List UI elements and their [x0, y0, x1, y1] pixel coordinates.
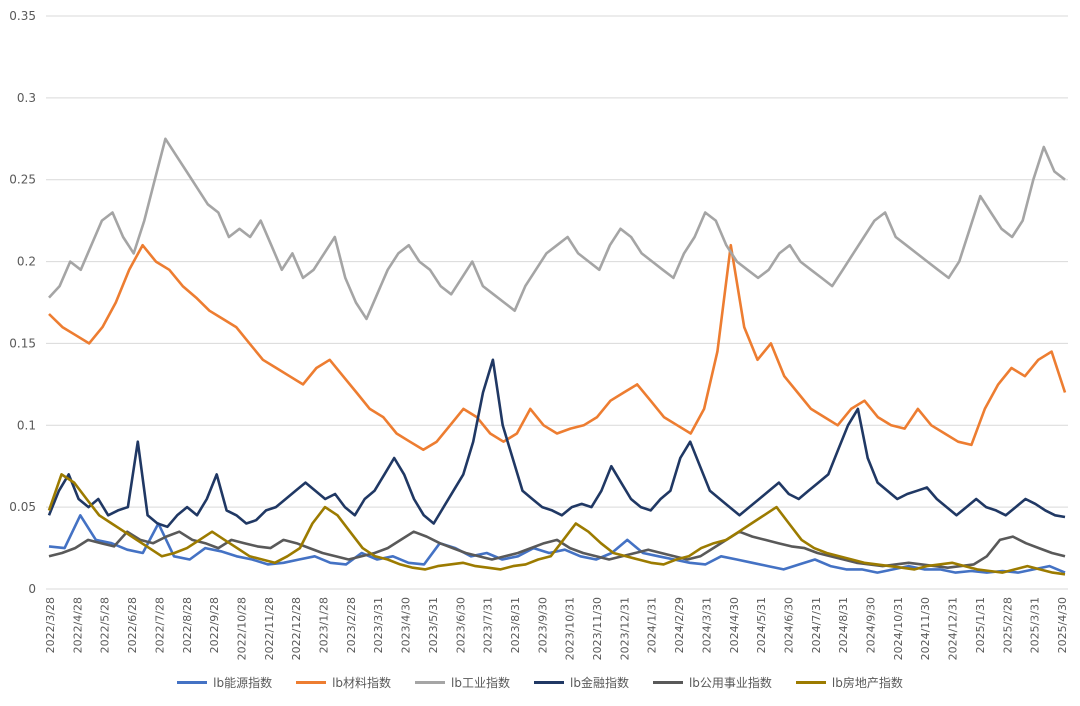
legend-swatch: [795, 681, 826, 684]
series-line-1: [48, 243, 1067, 452]
legend-item: lb工业指数: [415, 674, 510, 691]
legend-item: lb能源指数: [177, 674, 272, 691]
legend-item: lb金融指数: [534, 674, 629, 691]
y-tick-label: 0: [28, 582, 36, 596]
legend-swatch: [415, 681, 446, 684]
x-tick-label: 2024/10/31: [892, 597, 905, 660]
x-tick-label: 2023/12/31: [618, 597, 631, 660]
x-tick-label: 2022/4/28: [71, 597, 84, 653]
x-tick-label: 2024/4/30: [728, 597, 741, 653]
y-tick-label: 0.35: [9, 9, 36, 23]
x-tick-label: 2023/4/30: [400, 597, 413, 653]
legend-label: lb房地产指数: [831, 676, 903, 690]
x-tick-label: 2023/7/31: [482, 597, 495, 653]
legend: lb能源指数 lb材料指数 lb工业指数 lb金融指数 lb公用事业指数 lb房地产指数: [0, 674, 1080, 691]
series-line-5: [47, 473, 1066, 576]
x-tick-label: 2024/7/31: [810, 597, 823, 653]
x-tick-label: 2024/8/31: [837, 597, 850, 653]
series-line-0: [48, 513, 1066, 574]
x-tick-label: 2022/8/28: [181, 597, 194, 653]
legend-swatch: [177, 681, 208, 684]
x-tick-label: 2022/9/28: [208, 597, 221, 653]
y-tick-label: 0.1: [17, 418, 36, 432]
x-tick-label: 2023/5/31: [427, 597, 440, 653]
legend-label: lb材料指数: [332, 676, 392, 690]
y-tick-label: 0.05: [9, 500, 36, 514]
legend-label: lb金融指数: [570, 676, 629, 690]
x-tick-label: 2023/8/31: [509, 597, 522, 653]
x-tick-label: 2023/2/28: [345, 597, 358, 653]
legend-label: lb工业指数: [451, 676, 510, 690]
series-line-3: [47, 358, 1066, 529]
x-tick-label: 2023/10/31: [564, 597, 577, 660]
series-line-2: [48, 137, 1066, 321]
x-tick-label: 2023/9/30: [536, 597, 549, 653]
x-tick-label: 2024/11/30: [919, 597, 932, 660]
x-tick-label: 2025/1/31: [974, 597, 987, 653]
legend-item: lb材料指数: [296, 674, 391, 691]
y-tick-label: 0.3: [17, 91, 36, 105]
legend-item: lb房地产指数: [795, 674, 903, 691]
x-tick-label: 2022/5/28: [99, 597, 112, 653]
y-tick-label: 0.2: [17, 255, 36, 269]
x-tick-label: 2024/2/29: [673, 597, 686, 653]
x-tick-label: 2024/9/30: [865, 597, 878, 653]
x-tick-label: 2022/6/28: [126, 597, 139, 653]
legend-item: lb公用事业指数: [652, 674, 772, 691]
x-tick-label: 2022/11/28: [263, 597, 276, 660]
x-tick-label: 2023/11/30: [591, 597, 604, 660]
x-tick-label: 2025/2/28: [1001, 597, 1014, 653]
legend-label: lb能源指数: [213, 676, 273, 690]
x-tick-label: 2025/3/31: [1029, 597, 1042, 653]
x-tick-label: 2022/12/28: [290, 597, 303, 660]
y-tick-label: 0.15: [9, 336, 36, 350]
x-tick-label: 2023/3/31: [372, 597, 385, 653]
series-line-4: [48, 530, 1066, 570]
x-tick-label: 2024/3/31: [700, 597, 713, 653]
legend-swatch: [652, 681, 683, 684]
legend-swatch: [296, 681, 327, 684]
x-tick-label: 2022/3/28: [44, 597, 57, 653]
y-tick-label: 0.25: [9, 173, 36, 187]
x-tick-label: 2024/1/31: [646, 597, 659, 653]
x-tick-label: 2025/4/30: [1056, 597, 1069, 653]
x-tick-label: 2023/1/28: [318, 597, 331, 653]
legend-swatch: [534, 681, 564, 684]
legend-label: lb公用事业指数: [688, 676, 772, 690]
x-tick-label: 2022/7/28: [153, 597, 166, 653]
x-tick-label: 2024/5/31: [755, 597, 768, 653]
x-tick-label: 2024/6/30: [782, 597, 795, 653]
x-tick-label: 2023/6/30: [454, 597, 467, 653]
x-tick-label: 2024/12/31: [947, 597, 960, 660]
x-tick-label: 2022/10/28: [235, 597, 248, 660]
